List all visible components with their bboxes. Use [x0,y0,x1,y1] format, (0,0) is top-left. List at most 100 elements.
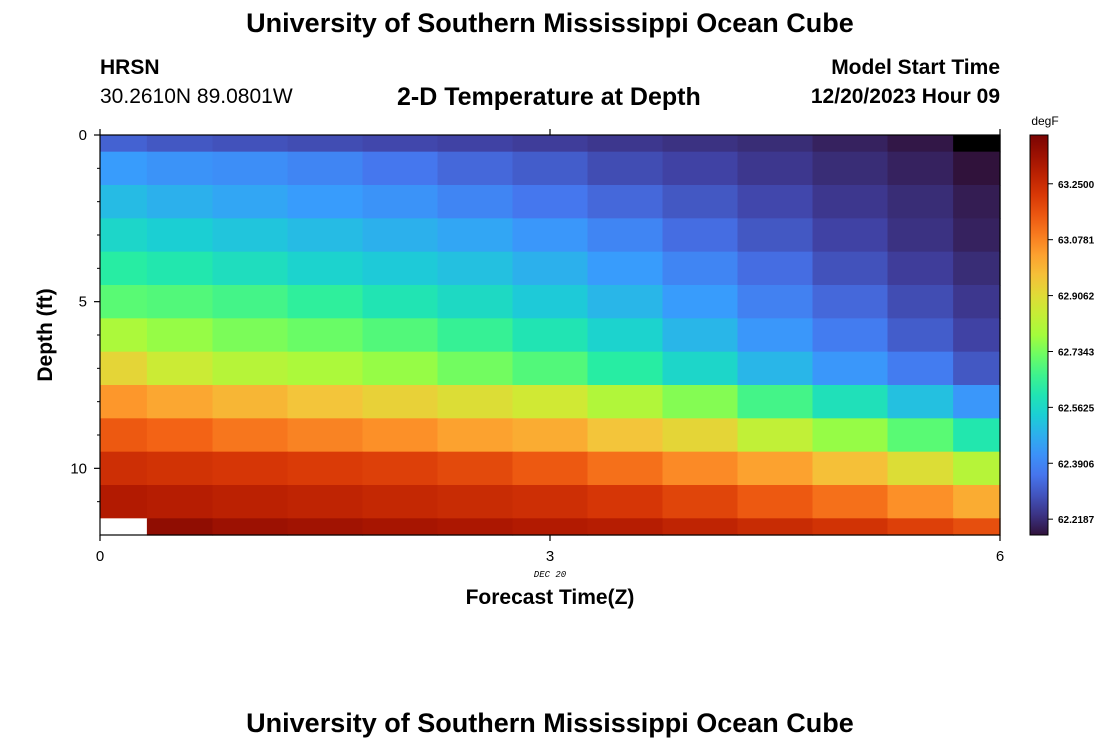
heatmap-cell [512,418,589,453]
heatmap-cell [362,485,439,519]
heatmap-cell [887,185,954,219]
heatmap-cell [662,318,739,353]
colorbar: degF 63.2500 63.0781 62.9062 62.7343 62.5625… [1029,114,1095,536]
heatmap-cell [587,318,664,353]
heatmap-cell [212,218,289,253]
heatmap-cell [212,351,289,386]
heatmap-cell [737,135,814,153]
colorbar-tick-label: 62.9062 [1058,292,1095,303]
heatmap-cell [100,318,148,353]
heatmap-cell [512,151,589,186]
heatmap-cell [953,518,1001,536]
heatmap-cell [100,418,148,453]
heatmap-cell [287,135,364,153]
heatmap-cell [887,251,954,286]
heatmap-cell [100,285,148,319]
heatmap-cell [953,318,1001,353]
heatmap-cell [287,251,364,286]
heatmap-cell [100,451,148,486]
heatmap-cell [362,151,439,186]
heatmap-cell [587,351,664,386]
model-start-label: Model Start Time [831,56,1000,79]
heatmap-cell [887,451,954,486]
heatmap-cell [953,451,1001,486]
heatmap-cell [437,251,514,286]
heatmap-cell [887,518,954,536]
heatmap-cell [512,185,589,219]
heatmap-cell [662,285,739,319]
heatmap-cell [737,485,814,519]
heatmap-cell [812,151,889,186]
heatmap-cell [587,451,664,486]
heatmap-cell [812,318,889,353]
heatmap-cell [737,185,814,219]
heatmap-cell [812,285,889,319]
heatmap-cell [146,485,214,519]
y-tick-label: 0 [79,127,87,144]
heatmap-cell [437,135,514,153]
heatmap-cell [437,451,514,486]
heatmap-cell [662,485,739,519]
heatmap-cell [287,518,364,536]
footer-title: University of Southern Mississippi Ocean… [246,708,854,738]
heatmap-cell [146,135,214,153]
heatmap-cell [662,418,739,453]
heatmap-cell [362,185,439,219]
heatmap-cell [662,218,739,253]
heatmap-cell [812,485,889,519]
heatmap-cell [812,351,889,386]
heatmap-cell [362,518,439,536]
heatmap-cell [212,385,289,419]
heatmap-cell [887,285,954,319]
heatmap-cell [662,185,739,219]
heatmap-cell [587,151,664,186]
heatmap-cell [587,485,664,519]
heatmap-cell [737,285,814,319]
heatmap-cell [587,285,664,319]
heatmap-cell [512,318,589,353]
heatmap-cell [146,218,214,253]
heatmap-cell [362,418,439,453]
heatmap-cell [662,135,739,153]
heatmap-cell [287,285,364,319]
heatmap-cell [100,518,148,536]
heatmap-cell [812,518,889,536]
heatmap-cell [887,135,954,153]
heatmap-cell [662,451,739,486]
heatmap-cell [812,418,889,453]
heatmap-cell [737,318,814,353]
colorbar-tick-label: 62.3906 [1058,459,1095,470]
y-axis-label: Depth (ft) [34,288,57,381]
heatmap-cell [953,351,1001,386]
x-axis-label: Forecast Time(Z) [466,586,635,609]
heatmap-cell [587,135,664,153]
heatmap-cell [587,518,664,536]
heatmap-cell [437,151,514,186]
heatmap-cell [953,485,1001,519]
heatmap-cell [953,285,1001,319]
heatmap-cell [512,251,589,286]
heatmap-cell [437,385,514,419]
heatmap-cell [287,451,364,486]
heatmap-cell [146,451,214,486]
heatmap-cell [662,151,739,186]
heatmap-cell [437,418,514,453]
heatmap-cell [362,385,439,419]
heatmap-cell [100,251,148,286]
heatmap-cell [512,285,589,319]
heatmap-cell [887,485,954,519]
heatmap-cell [737,518,814,536]
heatmap-cell [437,185,514,219]
colorbar-tick-label: 63.2500 [1058,180,1095,191]
heatmap-cell [587,185,664,219]
station-coordinates: 30.2610N 89.0801W [100,85,293,108]
heatmap-cell [146,351,214,386]
heatmap-cell [812,185,889,219]
heatmap-cell [662,518,739,536]
heatmap-cell [737,251,814,286]
colorbar-tick-label: 62.2187 [1058,515,1095,526]
heatmap-cell [953,418,1001,453]
heatmap-cell [587,251,664,286]
colorbar-gradient [1029,134,1049,536]
heatmap-cell [953,151,1001,186]
